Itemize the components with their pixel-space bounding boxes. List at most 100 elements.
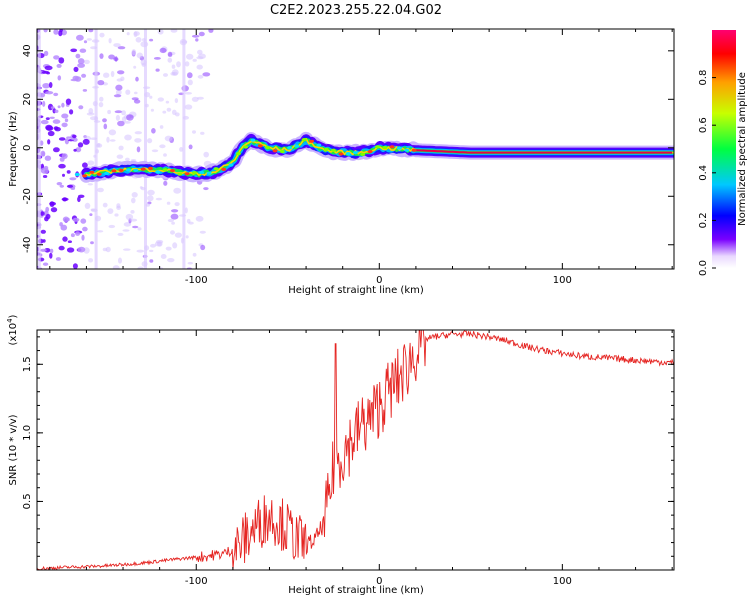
noise-speck	[77, 58, 85, 65]
noise-speck	[57, 105, 61, 109]
ridge-blob	[228, 163, 234, 167]
ridge-blob	[338, 152, 344, 156]
noise-speck	[137, 227, 142, 231]
noise-speck	[97, 80, 105, 86]
noise-speck	[162, 110, 167, 114]
x-tick-label: -100	[185, 576, 208, 587]
ridge-blob	[89, 170, 95, 174]
noise-speck	[72, 263, 78, 269]
noise-speck	[167, 218, 174, 223]
noise-speck	[53, 92, 59, 97]
ridge-blob	[257, 144, 263, 148]
noise-speck	[40, 119, 49, 125]
noise-speck	[131, 197, 136, 204]
noise-speck	[44, 248, 51, 253]
noise-speck	[49, 116, 55, 120]
noise-speck	[72, 217, 80, 222]
noise-speck	[44, 155, 52, 161]
noise-speck	[113, 94, 122, 98]
noise-speck	[151, 128, 156, 134]
noise-speck	[62, 236, 68, 242]
noise-speck	[184, 61, 190, 67]
noise-speck	[79, 48, 87, 53]
noise-speck	[45, 206, 50, 213]
noise-speck	[67, 240, 72, 243]
noise-speck	[114, 56, 118, 62]
noise-speck	[195, 215, 204, 222]
noise-speck	[134, 91, 138, 95]
noise-speck	[123, 248, 131, 251]
noise-speck	[149, 249, 154, 253]
noise-speck	[116, 154, 124, 159]
ridge-blob	[199, 170, 205, 175]
noise-speck	[90, 208, 96, 212]
ridge-blob	[287, 146, 293, 150]
snr-panel: -100 0 100 0.5 1.0 1.5 Height of straight lin…	[6, 314, 675, 596]
ridge-blob	[104, 171, 110, 175]
noise-speck	[113, 43, 121, 48]
noise-speck	[149, 95, 153, 99]
noise-speck	[124, 134, 132, 141]
ridge-blob	[396, 146, 402, 150]
ridge-blob	[206, 171, 212, 175]
noise-speck	[117, 46, 126, 50]
noise-speck	[97, 187, 104, 193]
noise-speck	[159, 125, 164, 129]
noise-speck	[197, 49, 203, 55]
noise-speck	[179, 147, 184, 152]
noise-speck	[137, 266, 145, 269]
noise-speck	[66, 247, 75, 253]
noise-speck	[126, 114, 134, 121]
noise-speck	[41, 70, 50, 74]
noise-speck	[45, 91, 54, 95]
noise-speck	[125, 89, 131, 95]
noise-speck	[73, 148, 77, 152]
noise-speck	[69, 109, 74, 115]
snr-scale-suffix: )	[8, 314, 19, 318]
noise-speck	[107, 109, 111, 115]
colorbar-tick-label: 0.2	[698, 212, 709, 228]
y-tick-label: 1.5	[22, 356, 33, 372]
ridge-blob	[74, 172, 80, 177]
noise-speck	[195, 38, 199, 42]
noise-speck	[123, 222, 132, 227]
ridge-blob	[126, 168, 131, 172]
noise-speck	[130, 218, 138, 222]
noise-speck	[139, 186, 143, 189]
ridge-blob	[279, 149, 285, 154]
noise-speck	[48, 82, 53, 88]
noise-speck	[114, 110, 123, 114]
ridge-blob	[96, 172, 102, 176]
snr-xlabel: Height of straight line (km)	[288, 585, 424, 596]
noise-speck	[202, 72, 211, 77]
ridge-blob	[375, 145, 380, 149]
noise-speck	[166, 107, 172, 112]
noise-speck	[50, 106, 55, 109]
noise-speck	[88, 108, 94, 114]
noise-speck	[61, 102, 65, 108]
noise-speck	[88, 258, 94, 263]
noise-speck	[89, 213, 93, 217]
noise-speck	[157, 29, 164, 35]
noise-speck	[171, 64, 176, 69]
noise-speck	[208, 29, 214, 33]
ridge-blob	[301, 138, 307, 142]
noise-speck	[185, 235, 189, 239]
noise-speck	[147, 189, 155, 196]
ridge-blob	[353, 151, 358, 155]
noise-speck	[43, 29, 48, 33]
noise-speck	[174, 232, 182, 238]
noise-speck	[78, 105, 84, 110]
noise-speck	[47, 130, 55, 137]
noise-speck	[165, 100, 170, 104]
noise-speck	[58, 30, 63, 37]
noise-speck	[150, 108, 154, 112]
noise-speck	[81, 234, 85, 241]
noise-speck	[75, 231, 81, 236]
noise-speck	[77, 63, 85, 68]
noise-speck	[87, 183, 94, 186]
noise-speck	[187, 79, 193, 86]
noise-speck	[102, 202, 108, 208]
noise-speck	[132, 225, 139, 229]
noise-speck	[131, 97, 139, 101]
